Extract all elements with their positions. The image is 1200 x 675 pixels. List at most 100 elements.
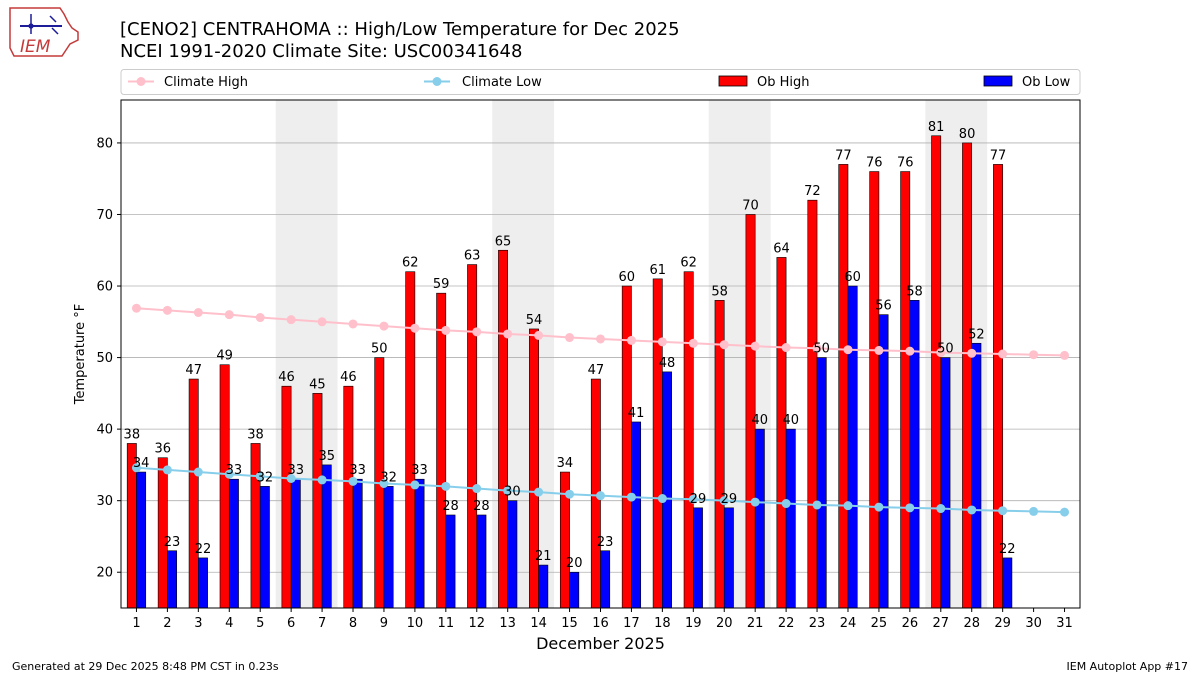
climate-high-point: [348, 319, 358, 329]
ob-low-bar: [723, 507, 734, 609]
ob-low-bar: [600, 550, 611, 609]
ob-high-bar: [962, 142, 973, 609]
ob-high-value-label: 77: [835, 148, 852, 163]
ob-high-value-label: 38: [124, 427, 141, 442]
x-tick-label: 26: [902, 616, 919, 631]
climate-low-point: [967, 505, 977, 515]
ob-high-bar: [467, 264, 478, 609]
ob-low-bar: [321, 464, 332, 609]
ob-low-bar: [228, 478, 239, 609]
ob-high-value-label: 45: [309, 377, 326, 392]
climate-high-point: [379, 321, 389, 331]
x-tick-label: 21: [747, 616, 764, 631]
ob-low-value-label: 33: [288, 463, 305, 478]
climate-high-point: [565, 333, 575, 343]
climate-low-point: [905, 503, 915, 513]
ob-low-bar: [631, 421, 642, 609]
ob-low-bar: [383, 486, 394, 609]
climate-low-point: [534, 487, 544, 497]
ob-low-bar: [785, 428, 796, 609]
climate-low-point: [812, 500, 822, 510]
ob-low-bar: [1002, 557, 1013, 609]
climate-high-point: [224, 310, 234, 320]
y-axis-label: Temperature °F: [73, 304, 88, 405]
ob-low-value-label: 40: [782, 413, 799, 428]
climate-high-point: [131, 303, 141, 313]
ob-low-bar: [136, 471, 147, 609]
ob-high-value-label: 60: [619, 270, 636, 285]
ob-high-bar: [219, 364, 230, 609]
ob-low-value-label: 50: [937, 342, 954, 357]
ob-high-value-label: 63: [464, 249, 481, 264]
ob-high-bar: [498, 249, 508, 609]
climate-high-point: [193, 308, 203, 318]
ob-high-bar: [776, 257, 787, 609]
legend-climate-high-label: Climate High: [164, 75, 248, 90]
climate-high-point: [998, 349, 1008, 359]
ob-low-bar: [290, 478, 301, 609]
climate-high-point: [410, 323, 420, 333]
ob-low-bar: [476, 514, 487, 609]
climate-low-point: [224, 469, 234, 479]
ob-high-value-label: 50: [371, 342, 388, 357]
ob-high-bar: [621, 285, 632, 609]
climate-high-point: [936, 348, 946, 358]
climate-high-point: [286, 315, 296, 325]
ob-low-value-label: 28: [473, 499, 490, 514]
climate-low-point: [379, 479, 389, 489]
ob-low-bar: [816, 357, 827, 609]
ob-high-value-label: 38: [247, 427, 264, 442]
x-tick-label: 9: [380, 616, 388, 631]
climate-low-point: [410, 480, 420, 490]
ob-high-bar: [745, 214, 756, 609]
ob-high-value-label: 47: [588, 363, 605, 378]
ob-high-value-label: 62: [402, 256, 419, 271]
ob-low-bar: [167, 550, 177, 609]
x-tick-label: 29: [994, 616, 1011, 631]
ob-high-value-label: 81: [928, 120, 945, 135]
x-tick-label: 2: [163, 616, 171, 631]
ob-high-bar: [436, 292, 447, 609]
x-tick-label: 24: [840, 616, 857, 631]
x-tick-label: 11: [438, 616, 455, 631]
climate-low-point: [596, 491, 605, 501]
climate-low-point: [781, 499, 791, 509]
climate-high-point: [750, 341, 760, 351]
ob-low-value-label: 40: [752, 413, 769, 428]
ob-high-value-label: 70: [742, 198, 759, 213]
climate-low-point: [348, 476, 358, 486]
climate-high-point: [874, 345, 884, 355]
climate-low-point: [131, 463, 141, 473]
ob-high-bar: [405, 271, 416, 609]
climate-low-point: [998, 506, 1008, 516]
y-tick-label: 40: [96, 423, 113, 438]
climate-low-point: [317, 475, 327, 485]
ob-low-bar: [569, 571, 580, 609]
ob-high-bar: [838, 164, 849, 609]
climate-high-point: [688, 338, 698, 348]
ob-high-bar: [652, 278, 663, 609]
x-tick-label: 13: [499, 616, 516, 631]
climate-low-point: [936, 504, 946, 514]
climate-low-point: [503, 486, 513, 496]
climate-high-point: [781, 343, 791, 353]
ob-high-bar: [931, 135, 942, 609]
x-tick-label: 6: [287, 616, 295, 631]
ob-high-bar: [900, 171, 911, 609]
ob-high-value-label: 54: [526, 313, 543, 328]
ob-high-value-label: 65: [495, 234, 512, 249]
y-tick-label: 70: [96, 208, 113, 223]
ob-high-bar: [529, 328, 539, 609]
climate-low-point: [193, 467, 203, 477]
chart-subtitle: NCEI 1991-2020 Climate Site: USC00341648: [120, 41, 522, 62]
ob-low-value-label: 52: [968, 327, 985, 342]
climate-high-point: [843, 345, 853, 355]
legend-climate-low-marker: [432, 77, 442, 86]
x-tick-label: 4: [225, 616, 233, 631]
ob-high-value-label: 61: [649, 263, 666, 278]
ob-low-value-label: 58: [906, 284, 923, 299]
ob-low-bar: [878, 314, 889, 609]
climate-high-point: [812, 343, 822, 353]
climate-high-line: [136, 307, 1065, 357]
